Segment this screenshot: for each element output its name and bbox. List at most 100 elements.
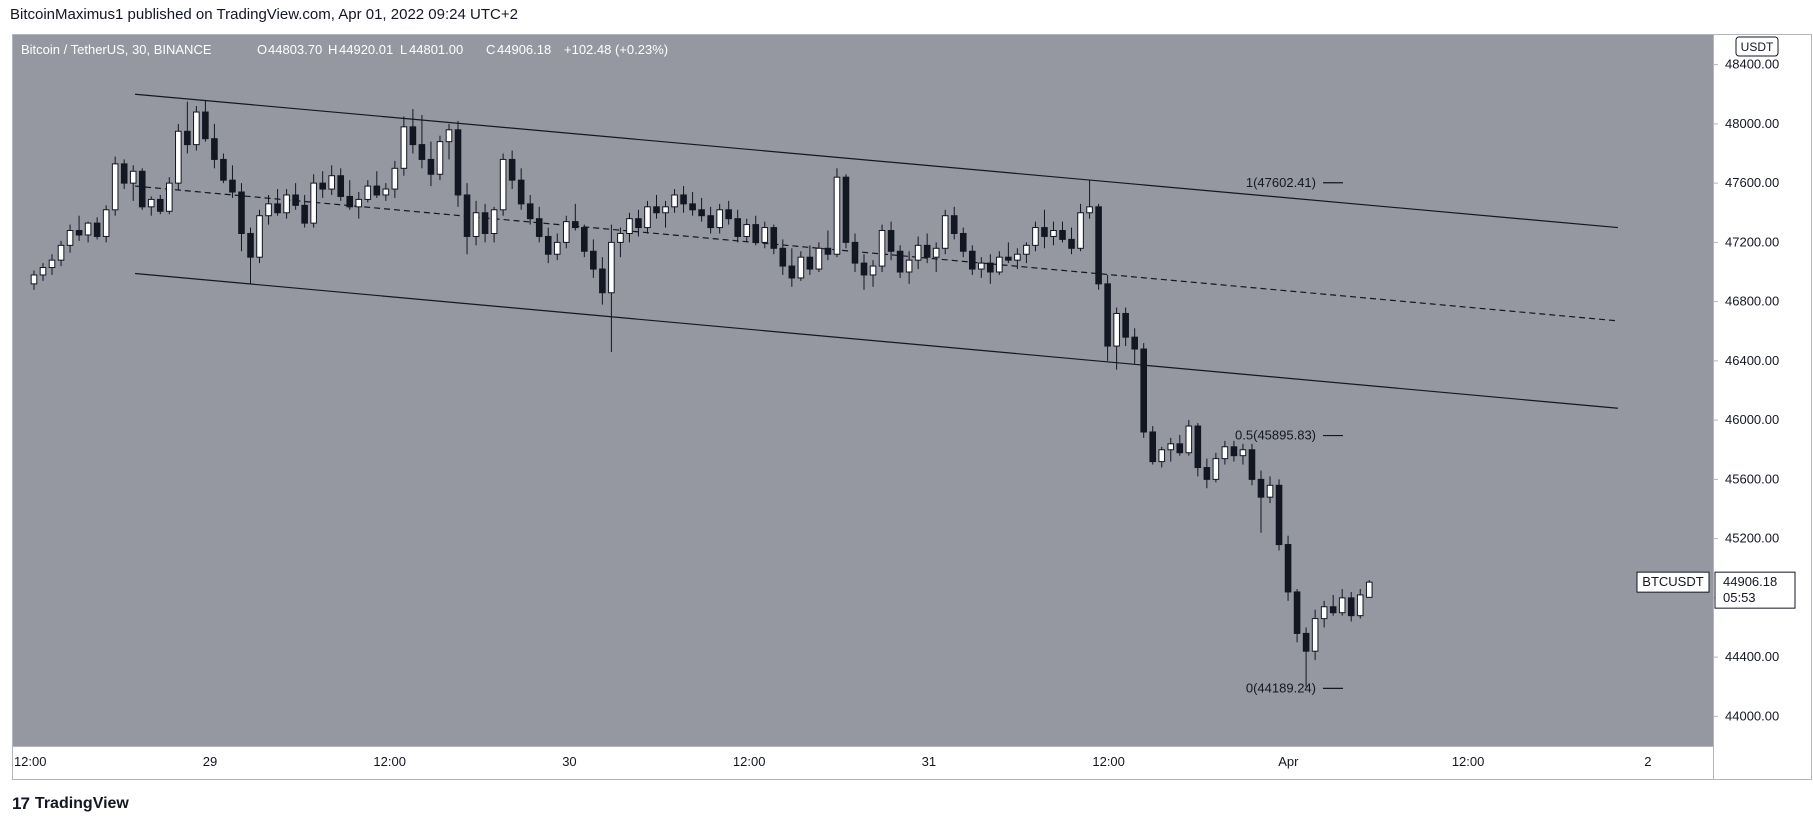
- candle[interactable]: [193, 106, 200, 151]
- candle[interactable]: [120, 159, 128, 190]
- candle[interactable]: [1338, 588, 1346, 616]
- candle[interactable]: [499, 153, 507, 216]
- candle[interactable]: [265, 194, 272, 225]
- candle[interactable]: [256, 209, 263, 264]
- candle[interactable]: [30, 270, 38, 290]
- candle[interactable]: [427, 141, 435, 187]
- candle[interactable]: [463, 183, 471, 255]
- candle[interactable]: [364, 180, 372, 203]
- candle[interactable]: [941, 209, 949, 255]
- candle[interactable]: [581, 224, 588, 258]
- candle[interactable]: [75, 215, 83, 241]
- candle[interactable]: [770, 224, 778, 255]
- candle[interactable]: [129, 165, 137, 201]
- candle[interactable]: [788, 248, 796, 287]
- candle[interactable]: [355, 192, 363, 219]
- candle[interactable]: [166, 177, 173, 215]
- candle[interactable]: [1284, 535, 1292, 601]
- candle[interactable]: [824, 230, 832, 261]
- candle[interactable]: [815, 242, 823, 272]
- candle[interactable]: [932, 242, 940, 272]
- fib-levels[interactable]: 1(47602.41) 0.5(45895.83) 0(44189.24): [1235, 175, 1343, 696]
- candle[interactable]: [806, 245, 814, 275]
- candle[interactable]: [644, 200, 651, 234]
- candle[interactable]: [572, 203, 579, 231]
- candle[interactable]: [860, 254, 868, 290]
- candle[interactable]: [905, 251, 913, 284]
- candle[interactable]: [1248, 443, 1256, 486]
- candle[interactable]: [247, 227, 254, 284]
- candle[interactable]: [1266, 476, 1274, 504]
- candle[interactable]: [968, 245, 976, 275]
- candle[interactable]: [689, 192, 696, 216]
- candles[interactable]: [30, 100, 1373, 687]
- candle[interactable]: [1239, 443, 1247, 465]
- candle[interactable]: [526, 194, 534, 225]
- candle[interactable]: [1203, 458, 1211, 489]
- candle[interactable]: [779, 239, 787, 275]
- candle[interactable]: [1221, 440, 1229, 465]
- candle[interactable]: [283, 189, 290, 219]
- candle[interactable]: [391, 160, 399, 198]
- candle[interactable]: [490, 206, 498, 243]
- candle[interactable]: [1122, 307, 1129, 347]
- candle[interactable]: [373, 171, 381, 198]
- candle[interactable]: [418, 114, 426, 169]
- candle[interactable]: [328, 165, 335, 195]
- candle[interactable]: [851, 233, 859, 272]
- candlestick-chart[interactable]: 1(47602.41) 0.5(45895.83) 0(44189.24) 4840…: [13, 35, 1811, 779]
- candle[interactable]: [653, 194, 660, 219]
- candle[interactable]: [987, 254, 994, 284]
- candle[interactable]: [1059, 221, 1066, 243]
- candle[interactable]: [743, 218, 751, 243]
- candle[interactable]: [1320, 600, 1328, 628]
- candle[interactable]: [481, 203, 489, 243]
- candle[interactable]: [409, 109, 417, 154]
- candle[interactable]: [1041, 209, 1048, 249]
- candle[interactable]: [878, 224, 886, 272]
- candle[interactable]: [1032, 221, 1039, 252]
- candle[interactable]: [698, 197, 705, 222]
- candle[interactable]: [535, 206, 543, 243]
- candle[interactable]: [1095, 203, 1102, 290]
- candle[interactable]: [382, 183, 390, 201]
- candle[interactable]: [310, 174, 317, 228]
- candle[interactable]: [400, 116, 408, 176]
- candle[interactable]: [48, 254, 56, 275]
- candle[interactable]: [996, 251, 1003, 275]
- currency-button[interactable]: [1735, 36, 1779, 57]
- candle[interactable]: [138, 168, 146, 210]
- channel-middle-line[interactable]: [135, 185, 1618, 322]
- candle[interactable]: [1140, 343, 1147, 438]
- candle[interactable]: [84, 221, 92, 243]
- candle[interactable]: [147, 196, 155, 216]
- candle[interactable]: [1113, 307, 1120, 370]
- candle[interactable]: [211, 123, 218, 169]
- candle[interactable]: [1158, 446, 1166, 468]
- candle[interactable]: [472, 200, 480, 246]
- tradingview-logo-icon[interactable]: 17: [12, 794, 30, 813]
- candle[interactable]: [102, 205, 110, 243]
- candle[interactable]: [590, 239, 597, 278]
- candle[interactable]: [662, 200, 669, 228]
- candle[interactable]: [1014, 248, 1021, 270]
- candle[interactable]: [1347, 591, 1355, 622]
- candle[interactable]: [1086, 180, 1093, 219]
- candle[interactable]: [626, 212, 633, 243]
- time-axis[interactable]: [13, 747, 1713, 779]
- candle[interactable]: [1311, 609, 1319, 661]
- candle[interactable]: [1230, 440, 1238, 462]
- channel-upper-line[interactable]: [135, 93, 1618, 229]
- candle[interactable]: [599, 257, 606, 305]
- candle[interactable]: [319, 171, 326, 198]
- candle[interactable]: [156, 194, 164, 215]
- candle[interactable]: [229, 165, 236, 198]
- candle[interactable]: [93, 217, 101, 240]
- candle[interactable]: [608, 224, 615, 352]
- candle[interactable]: [914, 236, 922, 270]
- candle[interactable]: [1257, 470, 1265, 533]
- candle[interactable]: [734, 209, 741, 243]
- channel-lower-line[interactable]: [135, 272, 1618, 409]
- candle[interactable]: [959, 227, 967, 258]
- candle[interactable]: [725, 200, 732, 225]
